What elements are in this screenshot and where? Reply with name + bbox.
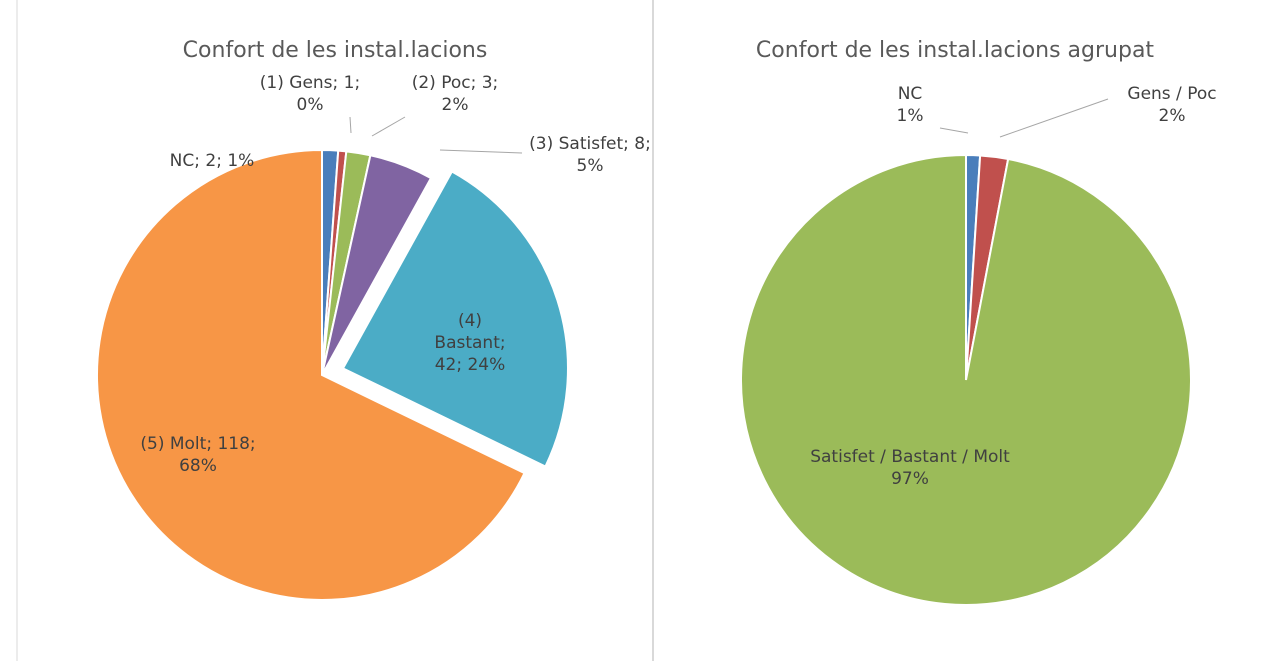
data-label: 1% bbox=[896, 106, 924, 126]
category-label: Gens / Poc bbox=[1127, 84, 1217, 104]
data-label: (4) Bastant; 42; 24% bbox=[434, 311, 506, 375]
data-label: NC; 2; 1% bbox=[169, 151, 255, 171]
pie-slice bbox=[341, 170, 569, 468]
data-label: (1) Gens; 1; 0% bbox=[259, 73, 361, 115]
data-label: (3) Satisfet; 8; 5% bbox=[529, 134, 651, 176]
leader-line bbox=[371, 116, 406, 137]
data-label: 2% bbox=[1158, 106, 1186, 126]
leader-line bbox=[939, 127, 969, 134]
data-label: (5) Molt; 118; 68% bbox=[140, 434, 256, 476]
category-label: Satisfet / Bastant / Molt bbox=[810, 447, 1010, 467]
leader-line bbox=[349, 116, 352, 134]
leader-line bbox=[999, 98, 1109, 138]
chart-title: Confort de les instal.lacions agrupat bbox=[755, 38, 1155, 63]
pie-slice bbox=[96, 148, 526, 601]
leader-line bbox=[439, 149, 523, 154]
data-label: (2) Poc; 3; 2% bbox=[411, 73, 499, 115]
pie-slice bbox=[740, 153, 1192, 606]
category-label: NC bbox=[897, 84, 923, 104]
pie-slice bbox=[321, 154, 433, 376]
data-label: 97% bbox=[891, 469, 929, 489]
chart-title: Confort de les instal.lacions bbox=[182, 38, 488, 63]
